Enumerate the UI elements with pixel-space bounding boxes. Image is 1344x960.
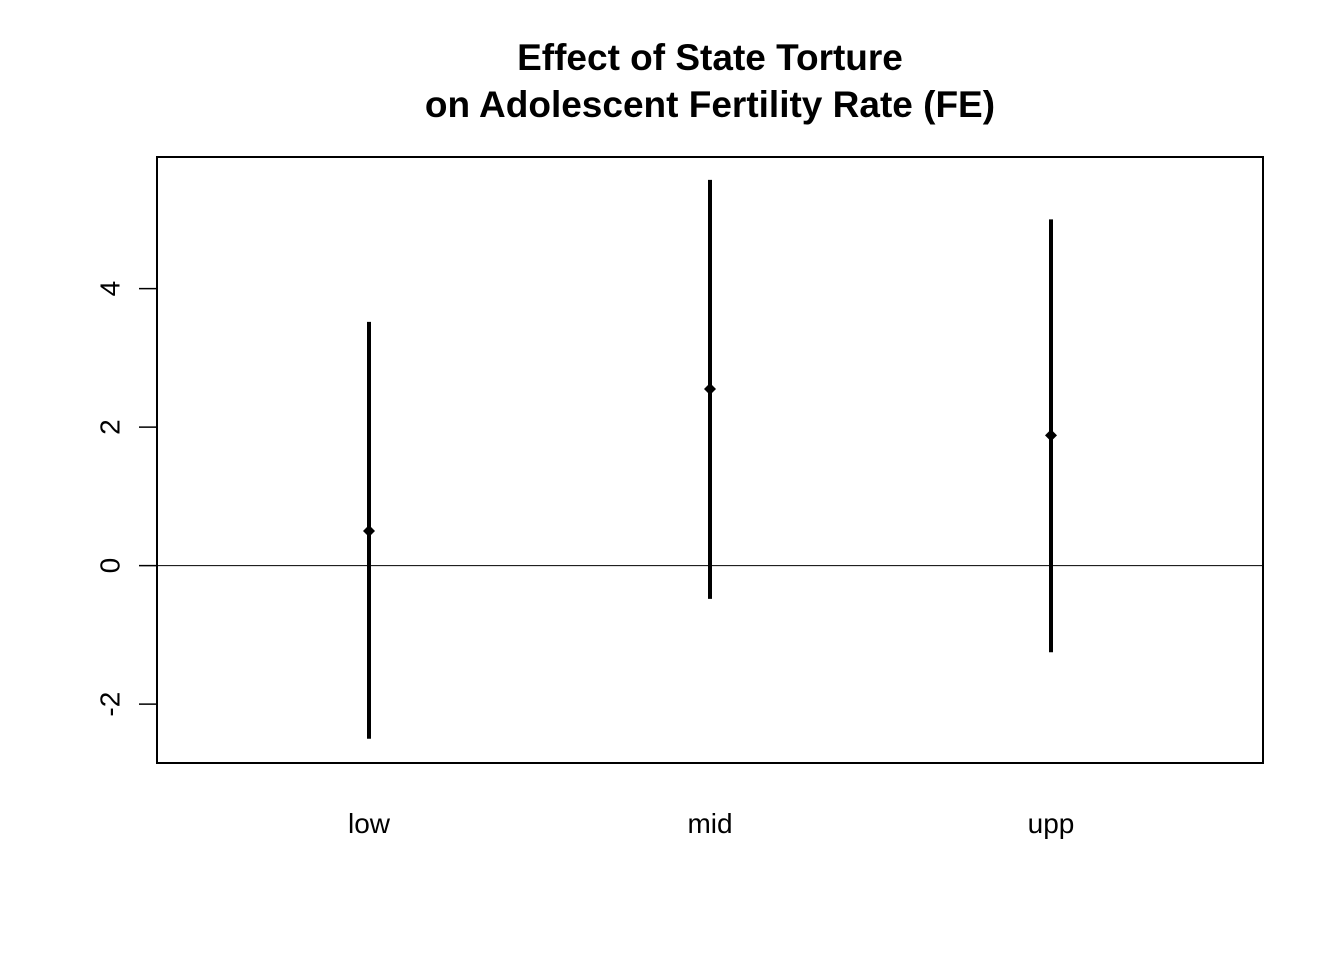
chart-title-line-2: on Adolescent Fertility Rate (FE) [425,84,995,125]
chart-title-line-1: Effect of State Torture [517,37,903,78]
y-axis: -2 0 2 4 [95,281,158,717]
x-tick-label: upp [1028,808,1075,839]
point-estimate-low [363,524,375,537]
y-tick-label: 4 [95,281,126,297]
chart-title: Effect of State Torture on Adolescent Fe… [425,37,995,125]
y-tick-label: -2 [95,692,126,717]
point-estimate-upp [1045,429,1057,442]
y-tick-label: 2 [95,419,126,435]
x-tick-label: mid [687,808,732,839]
y-tick-label: 0 [95,558,126,574]
x-tick-label: low [348,808,391,839]
x-axis: low mid upp [348,808,1074,839]
point-estimate-mid [704,383,716,396]
marks [363,179,1057,739]
